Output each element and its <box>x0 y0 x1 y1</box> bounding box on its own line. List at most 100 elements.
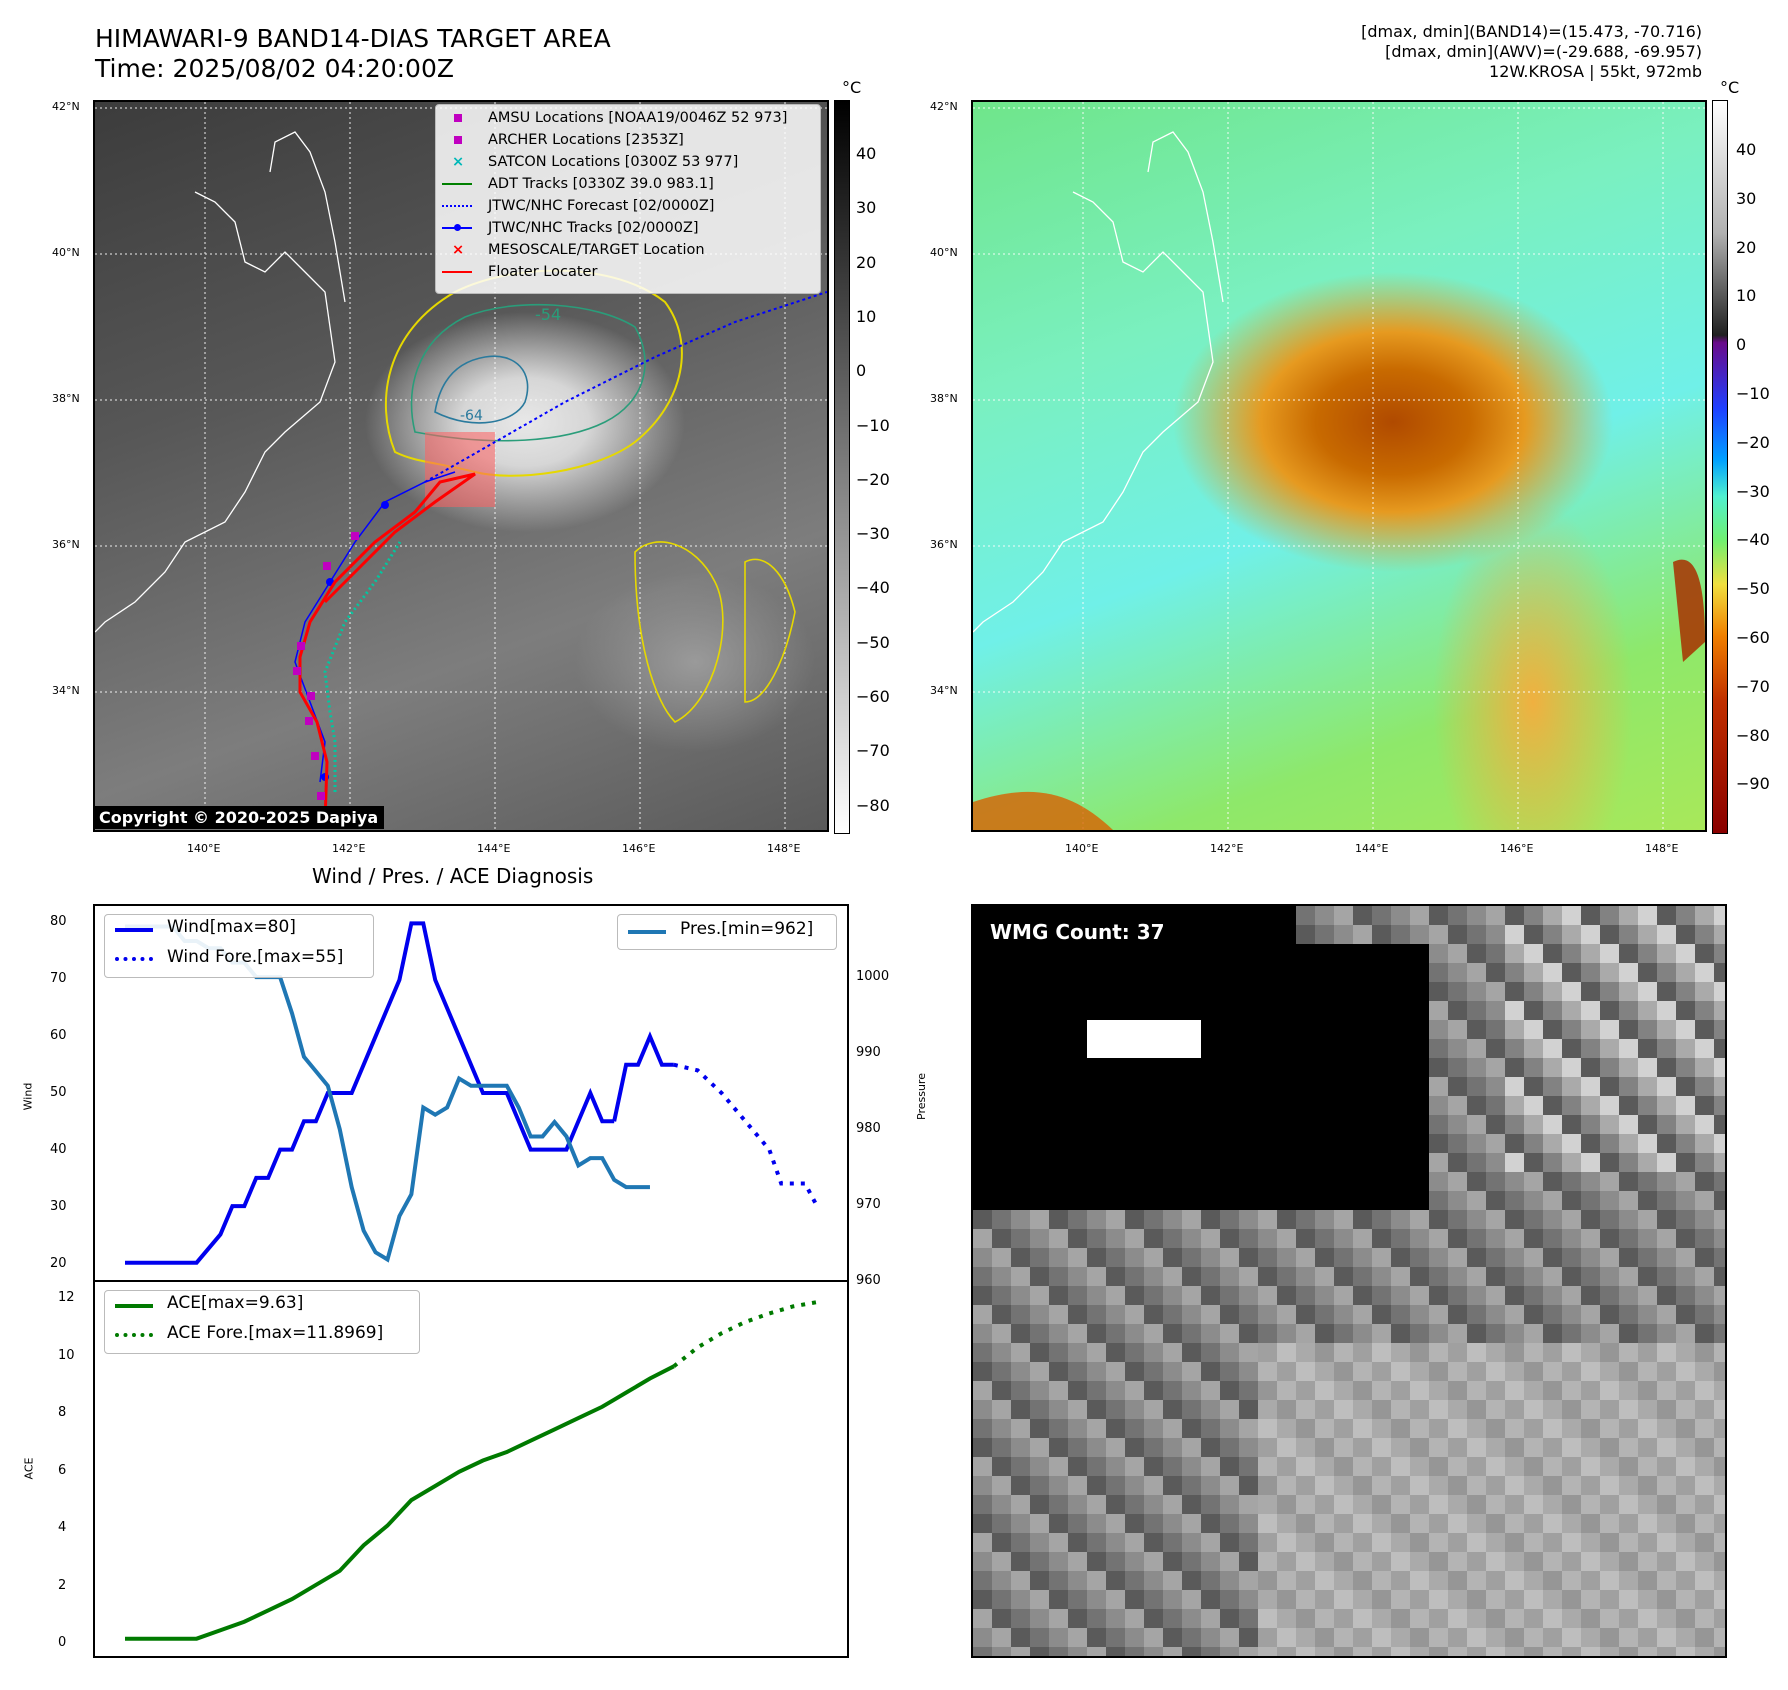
diagnosis-title: Wind / Pres. / ACE Diagnosis <box>312 864 594 888</box>
wind-tick: 60 <box>50 1028 67 1043</box>
copyright-label: Copyright © 2020-2025 Dapiya <box>93 806 385 829</box>
gray-colorbar-tick: −20 <box>856 469 890 489</box>
wind-tick: 30 <box>50 1199 67 1214</box>
ace-series-1 <box>672 1300 818 1368</box>
lon-tick: 144°E <box>1355 842 1389 855</box>
lon-tick: 146°E <box>622 842 656 855</box>
legend-adt: ADT Tracks [0330Z 39.0 983.1] <box>436 173 816 195</box>
wind-legend: Wind[max=80] Wind Fore.[max=55] <box>104 914 374 978</box>
forecast-track <box>424 291 827 483</box>
color-colorbar-tick: −80 <box>1736 725 1770 745</box>
lat-tick: 40°N <box>52 246 80 259</box>
gray-colorbar-tick: −70 <box>856 741 890 761</box>
gray-colorbar-tick: 0 <box>856 361 867 381</box>
color-colorbar <box>1712 100 1728 834</box>
title-line-1: HIMAWARI-9 BAND14-DIAS TARGET AREA <box>95 24 611 53</box>
pressure-tick: 1000 <box>856 969 890 984</box>
legend-jtwc-tracks: JTWC/NHC Tracks [02/0000Z] <box>436 217 816 239</box>
ace-tick: 0 <box>58 1635 67 1650</box>
color-colorbar-tick: 10 <box>1736 286 1757 306</box>
wind-tick: 20 <box>50 1256 67 1271</box>
gray-colorbar-tick: −80 <box>856 795 890 815</box>
wind-tick: 80 <box>50 914 67 929</box>
ace-tick: 8 <box>58 1405 67 1420</box>
legend-ace-fore: ACE Fore.[max=11.8969] <box>167 1323 384 1343</box>
stats-block: [dmax, dmin](BAND14)=(15.473, -70.716) [… <box>1361 22 1702 82</box>
wind-series-2 <box>673 1062 819 1208</box>
wmg-panel <box>971 904 1727 1658</box>
legend-floater: Floater Locater <box>436 261 816 283</box>
color-colorbar-tick: 20 <box>1736 237 1757 257</box>
wmg-count-label: WMG Count: 37 <box>990 920 1165 944</box>
color-colorbar-tick: −20 <box>1736 432 1770 452</box>
ace-svg <box>125 1300 818 1641</box>
legend-archer: ARCHER Locations [2353Z] <box>436 129 816 151</box>
legend-wind-fore: Wind Fore.[max=55] <box>167 947 344 967</box>
color-colorbar-tick: 30 <box>1736 188 1757 208</box>
ace-tick: 4 <box>58 1520 67 1535</box>
wind-ylabel: Wind <box>21 1082 35 1111</box>
pressure-tick: 970 <box>856 1197 881 1212</box>
ace-tick: 6 <box>58 1462 67 1478</box>
gray-colorbar-tick: −30 <box>856 524 890 544</box>
legend-satcon: × SATCON Locations [0300Z 53 977] <box>452 154 739 170</box>
lat-tick: 38°N <box>52 392 80 405</box>
color-colorbar-tick: −70 <box>1736 676 1770 696</box>
floater-track <box>298 472 476 823</box>
pressure-ylabel: Pressure <box>914 1073 928 1120</box>
gray-colorbar-tick: −50 <box>856 632 890 652</box>
title-line-2: Time: 2025/08/02 04:20:00Z <box>95 54 454 83</box>
color-colorbar-tick: −90 <box>1736 774 1770 794</box>
pressure-tick: 990 <box>856 1045 881 1060</box>
legend-wind: Wind[max=80] <box>167 917 296 937</box>
ace-tick: 10 <box>58 1347 75 1363</box>
gray-colorbar-tick: −10 <box>856 415 890 435</box>
gray-colorbar <box>834 100 850 834</box>
wmg-grid <box>973 906 1725 1656</box>
color-colorbar-tick: −40 <box>1736 530 1770 550</box>
wind-tick: 50 <box>50 1085 67 1100</box>
lat-tick: 40°N <box>930 246 958 259</box>
lon-tick: 140°E <box>1065 842 1099 855</box>
ace-plot <box>93 1280 849 1658</box>
gray-colorbar-tick: 40 <box>856 144 877 163</box>
ace-series-0 <box>125 1364 675 1641</box>
color-colorbar-tick: 40 <box>1736 140 1757 159</box>
wind-series-0 <box>125 921 615 1265</box>
pressure-tick: 980 <box>856 1121 881 1136</box>
wind-tick: 70 <box>50 971 67 986</box>
ace-ylabel: ACE <box>22 1457 36 1480</box>
awv-map-panel <box>971 100 1707 832</box>
lon-tick: 144°E <box>477 842 511 855</box>
pressure-tick: 960 <box>856 1273 881 1288</box>
legend-target: × MESOSCALE/TARGET Location <box>452 242 705 258</box>
lat-tick: 34°N <box>52 684 80 697</box>
wind-series-1 <box>612 1031 674 1122</box>
color-colorbar-tick: −60 <box>1736 628 1770 647</box>
awv-map-overlay <box>973 102 1705 830</box>
ace-tick: 12 <box>58 1290 75 1305</box>
lat-tick: 36°N <box>930 538 958 551</box>
contour-label-54: -54 <box>535 305 561 324</box>
legend-ace: ACE[max=9.63] <box>167 1293 304 1313</box>
legend-amsu: AMSU Locations [NOAA19/0046Z 52 973] <box>436 107 816 129</box>
lon-tick: 142°E <box>1210 842 1244 855</box>
lon-tick: 142°E <box>332 842 366 855</box>
lon-tick: 148°E <box>767 842 801 855</box>
contour-label-64: -64 <box>460 408 483 424</box>
gray-colorbar-tick: −60 <box>856 687 890 706</box>
gray-colorbar-tick: −40 <box>856 578 890 598</box>
stats-line-2: [dmax, dmin](AWV)=(-29.688, -69.957) <box>1385 42 1702 61</box>
gray-colorbar-tick: 10 <box>856 306 877 326</box>
lon-tick: 148°E <box>1645 842 1679 855</box>
lat-tick: 42°N <box>52 100 80 113</box>
color-colorbar-tick: −50 <box>1736 579 1770 599</box>
ir-map-panel: -54 -64 AMSU Locations [NOAA19/0046Z 52 … <box>93 100 829 832</box>
lat-tick: 36°N <box>52 538 80 551</box>
color-colorbar-unit: °C <box>1720 78 1740 97</box>
ace-tick: 2 <box>58 1577 67 1593</box>
ace-legend: ACE[max=9.63] ACE Fore.[max=11.8969] <box>104 1290 420 1354</box>
lon-tick: 146°E <box>1500 842 1534 855</box>
lat-tick: 42°N <box>930 100 958 113</box>
gray-colorbar-unit: °C <box>842 78 862 97</box>
